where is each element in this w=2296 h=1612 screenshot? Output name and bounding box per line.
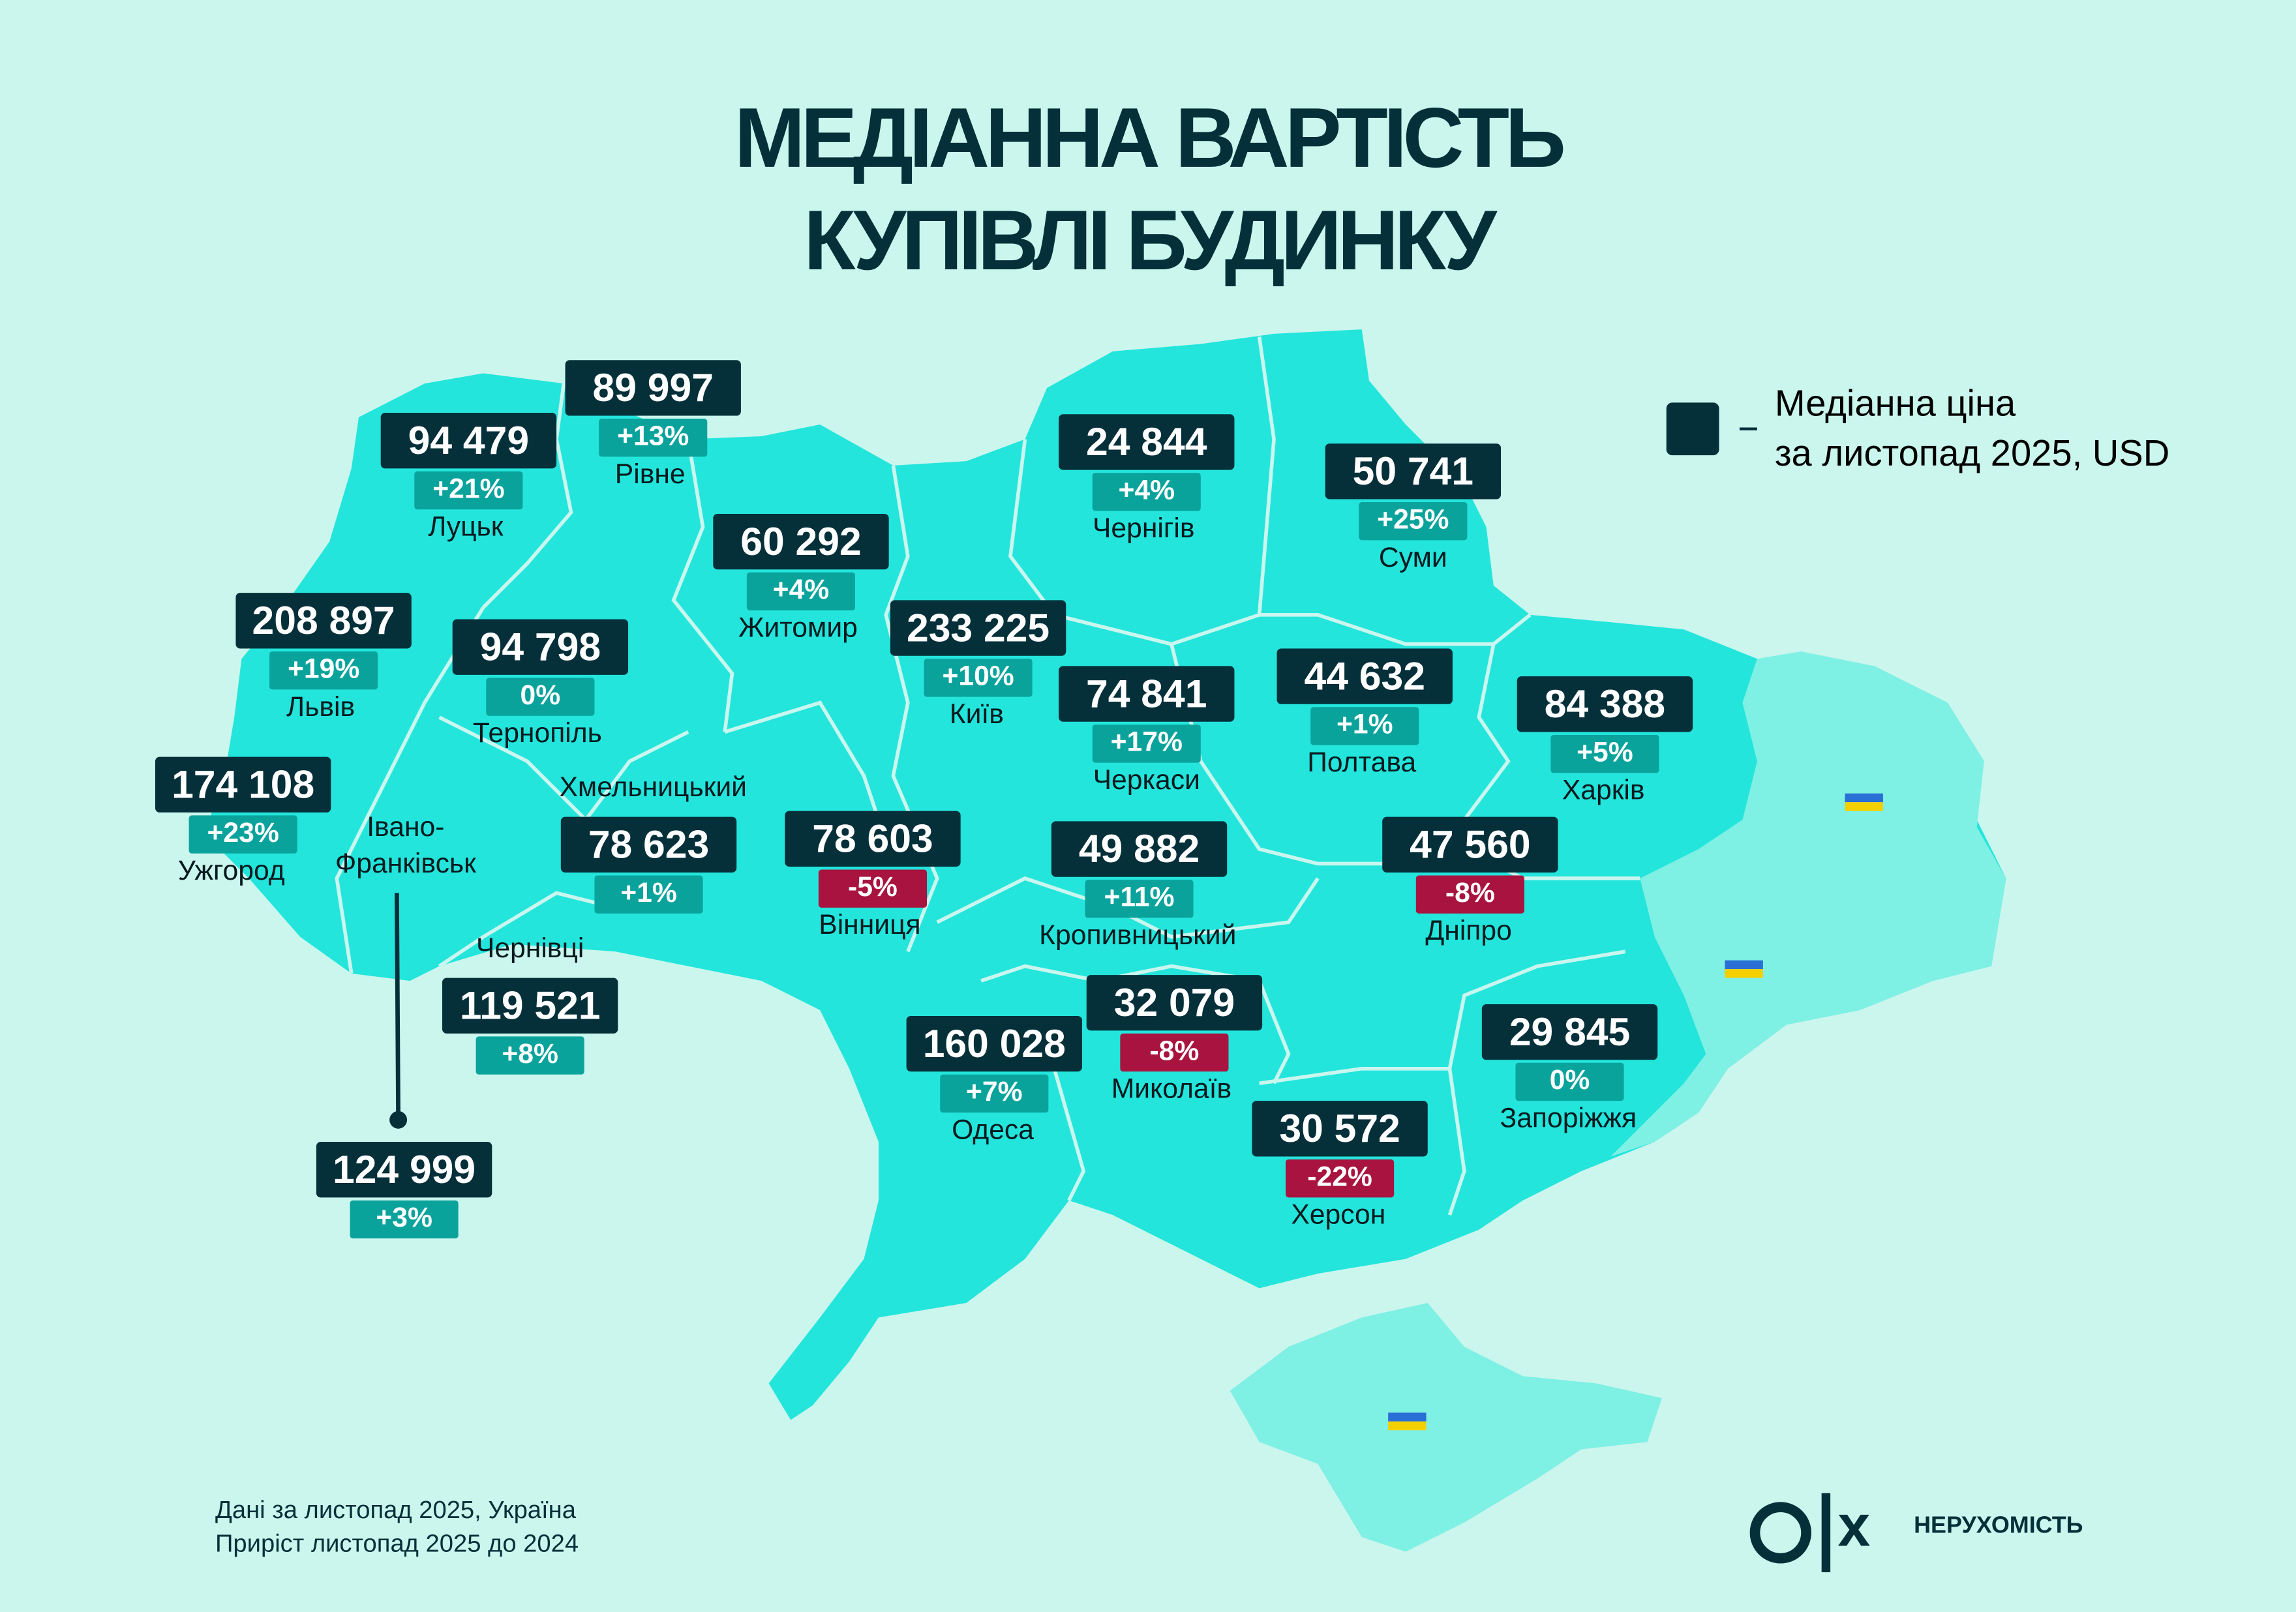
city-name: Запоріжжя [1500, 1103, 1637, 1135]
change-badge: -5% [818, 869, 928, 908]
change-badge: +7% [940, 1074, 1049, 1113]
change-badge: +25% [1359, 502, 1468, 541]
price-box: 60 292 [713, 513, 889, 570]
city-name: Луцьк [428, 512, 504, 543]
price-box: 29 845 [1481, 1004, 1658, 1060]
change-badge: +10% [924, 659, 1033, 697]
change-badge: +4% [746, 572, 856, 611]
city-name: Київ [949, 700, 1004, 731]
olx-logo-x: x [1837, 1495, 1871, 1559]
title-line-2: КУПІВЛІ БУДИНКУ [804, 193, 1497, 289]
city-name: Херсон [1291, 1200, 1386, 1231]
title-line-1: МЕДІАННА ВАРТІСТЬ [734, 91, 1566, 187]
city-name: Дніпро [1425, 916, 1512, 948]
legend-line-2: за листопад 2025, USD [1774, 433, 2170, 475]
occupied-east [1610, 651, 2006, 1157]
change-badge: +4% [1092, 473, 1201, 511]
change-badge: +8% [476, 1036, 584, 1075]
ukraine-flag-icon [1388, 793, 1883, 1431]
city-name: Одеса [952, 1115, 1035, 1146]
footnote-line-2: Приріст листопад 2025 до 2024 [215, 1529, 579, 1558]
price-box: 160 028 [906, 1015, 1082, 1072]
price-box: 74 841 [1059, 666, 1235, 722]
city-name: Полтава [1307, 748, 1417, 779]
price-box: 49 882 [1051, 821, 1228, 877]
change-badge: +13% [599, 419, 708, 457]
price-box: 47 560 [1382, 816, 1558, 873]
price-box: 89 997 [565, 360, 741, 416]
city-name: Кропивницький [1039, 921, 1237, 952]
city-name: Хмельницький [559, 773, 748, 804]
change-badge: 0% [1515, 1062, 1624, 1101]
footnote-line-1: Дані за листопад 2025, Україна [215, 1496, 576, 1524]
price-box: 174 108 [155, 756, 331, 813]
change-badge: -8% [1120, 1033, 1229, 1072]
city-name: Харків [1562, 775, 1645, 807]
change-badge: +1% [1310, 707, 1419, 745]
city-name: Чернівці [476, 934, 584, 965]
price-box: 78 623 [560, 816, 737, 873]
change-badge: +1% [594, 875, 703, 914]
price-box: 44 632 [1276, 648, 1453, 704]
city-name: Ужгород [177, 856, 285, 888]
city-name: Івано- Франківськ [335, 812, 476, 880]
city-name: Суми [1378, 543, 1447, 575]
price-box: 119 521 [442, 978, 618, 1034]
legend-text: Медіанна ціна за листопад 2025, USD [1775, 379, 2169, 479]
change-badge: -8% [1415, 875, 1524, 914]
change-badge: +11% [1085, 880, 1194, 918]
change-badge: +19% [269, 651, 378, 690]
price-box: 233 225 [890, 600, 1066, 656]
change-badge: -22% [1286, 1159, 1395, 1198]
price-box: 124 999 [316, 1142, 492, 1198]
ivano-frankivsk-pointer [395, 893, 400, 1120]
price-box: 78 603 [785, 811, 961, 867]
city-name: Вінниця [819, 910, 921, 942]
price-box: 30 572 [1252, 1101, 1428, 1157]
city-name: Житомир [738, 613, 858, 644]
footnote: Дані за листопад 2025, Україна Приріст л… [215, 1493, 579, 1560]
change-badge: +5% [1550, 734, 1659, 773]
price-box: 94 479 [380, 413, 557, 469]
city-name: Тернопіль [472, 719, 602, 750]
occupied-crimea [1230, 1302, 1662, 1552]
price-box: 50 741 [1325, 443, 1502, 500]
city-name: Чернігів [1092, 513, 1195, 545]
change-badge: +3% [350, 1200, 459, 1239]
legend-line-1: Медіанна ціна [1774, 383, 2016, 425]
brand-label: НЕРУХОМІСТЬ [1914, 1514, 2083, 1539]
change-badge: +23% [189, 815, 297, 854]
price-box: 84 388 [1517, 676, 1693, 732]
olx-logo-bar [1821, 1493, 1831, 1573]
city-name: Черкаси [1093, 766, 1200, 797]
change-badge: 0% [486, 678, 595, 716]
city-name: Львів [286, 692, 355, 723]
legend-swatch [1666, 402, 1719, 456]
price-box: 208 897 [235, 593, 412, 649]
city-name: Миколаїв [1111, 1074, 1232, 1105]
legend-dash [1739, 427, 1757, 431]
olx-logo-o [1749, 1502, 1811, 1564]
city-name: Рівне [614, 459, 686, 491]
change-badge: +17% [1092, 724, 1201, 763]
price-box: 32 079 [1086, 975, 1263, 1031]
ivano-frankivsk-pointer-dot [389, 1111, 408, 1129]
price-box: 24 844 [1059, 414, 1235, 470]
price-box: 94 798 [452, 619, 629, 675]
change-badge: +21% [414, 471, 523, 510]
